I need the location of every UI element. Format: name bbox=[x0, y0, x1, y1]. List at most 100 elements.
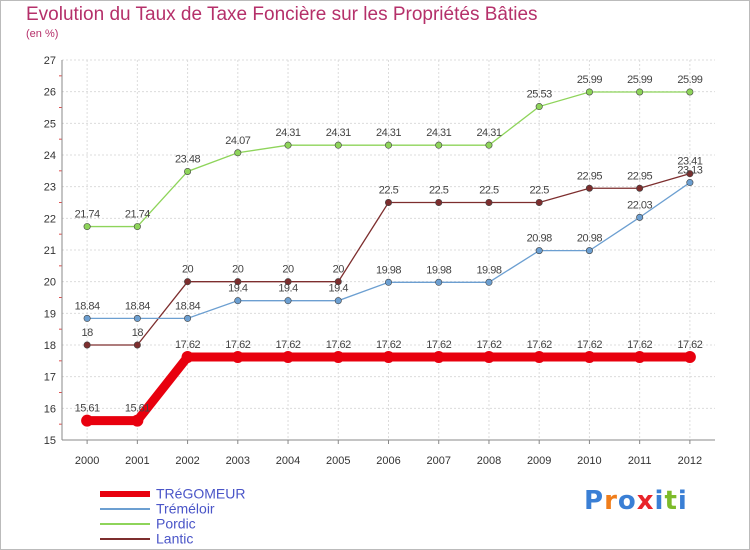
data-point bbox=[585, 184, 593, 192]
data-point bbox=[432, 351, 445, 364]
data-point bbox=[133, 223, 141, 231]
data-label: 17.62 bbox=[376, 339, 401, 351]
legend-swatch bbox=[100, 522, 150, 525]
data-label: 18.84 bbox=[75, 300, 100, 312]
data-label: 20.98 bbox=[577, 233, 602, 245]
data-point bbox=[284, 141, 292, 149]
data-point bbox=[636, 88, 644, 96]
legend-swatch bbox=[100, 537, 150, 540]
data-label: 17.62 bbox=[276, 339, 301, 351]
data-label: 17.62 bbox=[326, 339, 351, 351]
data-label: 19.4 bbox=[278, 283, 298, 295]
data-label: 22.5 bbox=[479, 185, 499, 197]
y-tick-label: 21 bbox=[44, 245, 56, 257]
data-label: 24.31 bbox=[376, 127, 401, 139]
data-label: 18.84 bbox=[175, 300, 200, 312]
data-point bbox=[83, 341, 91, 349]
data-label: 19.4 bbox=[329, 283, 349, 295]
data-point bbox=[334, 278, 342, 286]
data-point bbox=[83, 223, 91, 231]
data-point bbox=[583, 351, 596, 364]
data-label: 20 bbox=[232, 264, 244, 276]
logo-letter: r bbox=[604, 486, 618, 516]
data-point bbox=[636, 213, 644, 221]
y-tick-label: 23 bbox=[44, 182, 56, 194]
data-point bbox=[234, 278, 242, 286]
data-point bbox=[133, 314, 141, 322]
data-label: 25.99 bbox=[677, 74, 702, 86]
data-label: 22.95 bbox=[627, 170, 652, 182]
logo-letter: i bbox=[677, 486, 688, 516]
legend-label: Tréméloir bbox=[156, 500, 215, 517]
data-label: 22.95 bbox=[577, 170, 602, 182]
data-label: 20 bbox=[333, 264, 345, 276]
x-tick-label: 2011 bbox=[628, 455, 652, 467]
data-label: 22.5 bbox=[379, 185, 399, 197]
legend-swatch bbox=[100, 507, 150, 510]
data-point bbox=[585, 88, 593, 96]
data-label: 17.62 bbox=[677, 339, 702, 351]
logo-letter: t bbox=[664, 486, 678, 516]
y-tick-label: 18 bbox=[44, 340, 56, 352]
x-tick-label: 2005 bbox=[326, 455, 350, 467]
data-point bbox=[184, 314, 192, 322]
chart-legend: TRéGOMEUR Tréméloir Pordic Lantic bbox=[100, 486, 245, 546]
data-point bbox=[384, 199, 392, 207]
x-tick-label: 2012 bbox=[678, 455, 702, 467]
data-point bbox=[184, 167, 192, 175]
x-tick-label: 2008 bbox=[477, 455, 501, 467]
data-label: 22.03 bbox=[627, 199, 652, 211]
data-point bbox=[686, 88, 694, 96]
data-label: 21.74 bbox=[125, 209, 150, 221]
data-point bbox=[181, 351, 194, 364]
data-point bbox=[83, 314, 91, 322]
logo-letter: i bbox=[654, 486, 665, 516]
data-point bbox=[334, 297, 342, 305]
y-tick-label: 24 bbox=[44, 150, 56, 162]
data-label: 19.98 bbox=[476, 264, 501, 276]
data-point bbox=[384, 141, 392, 149]
y-tick-label: 27 bbox=[44, 55, 56, 67]
logo-letter: P bbox=[584, 486, 605, 516]
data-point bbox=[633, 351, 646, 364]
data-label: 24.31 bbox=[326, 127, 351, 139]
data-label: 22.5 bbox=[429, 185, 449, 197]
data-label: 19.4 bbox=[228, 283, 248, 295]
y-tick-label: 17 bbox=[44, 372, 56, 384]
x-tick-label: 2003 bbox=[226, 455, 250, 467]
y-tick-label: 16 bbox=[44, 403, 56, 415]
data-point bbox=[284, 297, 292, 305]
data-point bbox=[485, 141, 493, 149]
data-point bbox=[131, 414, 144, 427]
legend-item: Pordic bbox=[100, 516, 245, 531]
x-tick-label: 2001 bbox=[125, 455, 149, 467]
data-label: 17.62 bbox=[426, 339, 451, 351]
data-label: 23.48 bbox=[175, 153, 200, 165]
data-label: 21.74 bbox=[75, 209, 100, 221]
data-label: 17.62 bbox=[627, 339, 652, 351]
data-point bbox=[535, 103, 543, 111]
data-point bbox=[234, 149, 242, 157]
legend-label: Lantic bbox=[156, 530, 194, 547]
legend-swatch bbox=[100, 490, 150, 497]
data-point bbox=[485, 278, 493, 286]
data-label: 22.5 bbox=[529, 185, 549, 197]
y-tick-label: 22 bbox=[44, 213, 56, 225]
y-tick-label: 15 bbox=[44, 435, 56, 447]
data-point bbox=[334, 141, 342, 149]
data-label: 15.61 bbox=[75, 403, 100, 415]
data-point bbox=[234, 297, 242, 305]
data-point bbox=[435, 199, 443, 207]
data-point bbox=[533, 351, 546, 364]
x-tick-label: 2010 bbox=[577, 455, 601, 467]
x-tick-label: 2000 bbox=[75, 455, 99, 467]
data-point bbox=[686, 170, 694, 178]
data-point bbox=[284, 278, 292, 286]
data-label: 20 bbox=[182, 264, 194, 276]
data-label: 24.07 bbox=[225, 135, 250, 147]
data-label: 24.31 bbox=[476, 127, 501, 139]
data-point bbox=[686, 179, 694, 187]
data-label: 24.31 bbox=[426, 127, 451, 139]
data-point bbox=[282, 351, 295, 364]
data-label: 25.99 bbox=[627, 74, 652, 86]
